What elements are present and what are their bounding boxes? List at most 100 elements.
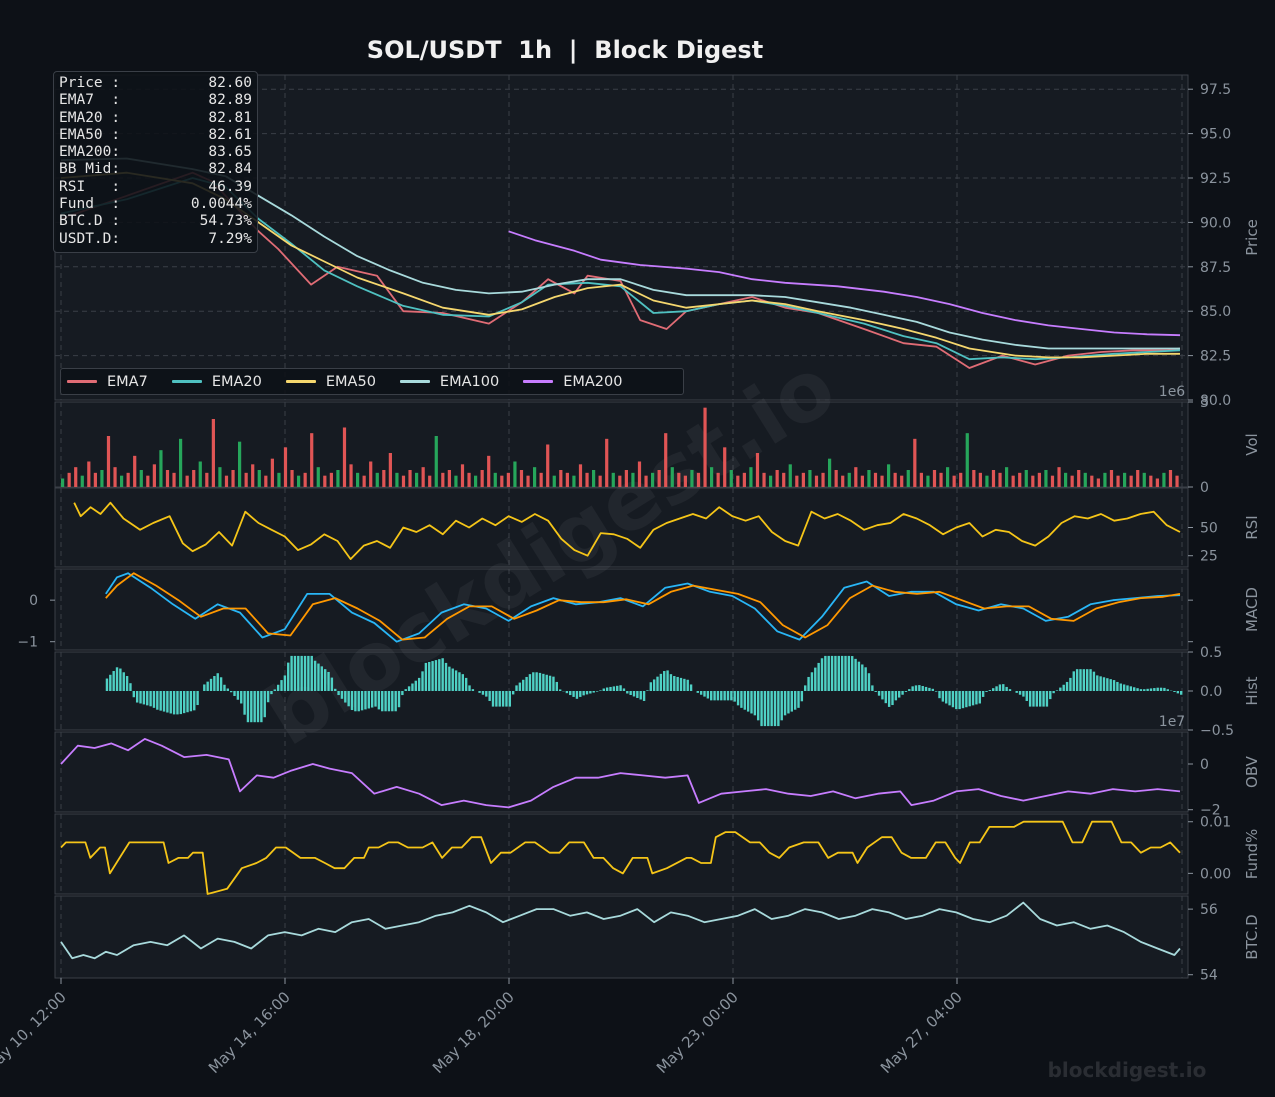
histogram-bar [129, 683, 132, 691]
histogram-bar [297, 655, 300, 691]
histogram-bar [646, 690, 649, 691]
histogram-bar [283, 675, 287, 691]
volume-bar [723, 447, 727, 487]
info-label: EMA50 : [59, 126, 121, 143]
histogram-bar [162, 691, 166, 712]
info-label: Price : [59, 75, 121, 91]
histogram-bar [992, 688, 995, 691]
histogram-bar [857, 661, 861, 691]
panel-background [54, 568, 1189, 651]
histogram-bar [908, 689, 911, 691]
histogram-bar [797, 691, 800, 708]
histogram-bar [464, 677, 468, 691]
volume-bar [500, 475, 504, 487]
histogram-bar [374, 691, 377, 707]
histogram-bar [337, 691, 340, 696]
histogram-bar [804, 685, 807, 691]
histogram-bar [636, 691, 639, 698]
histogram-bar [579, 691, 582, 697]
y-tick-label: −0.5 [1200, 723, 1234, 739]
histogram-bar [280, 680, 283, 691]
series-line-btcd [60, 901, 1181, 960]
histogram-bar [733, 691, 736, 702]
volume-bar [133, 455, 137, 487]
volume-bar [87, 461, 91, 487]
volume-bar [690, 470, 694, 487]
histogram-bar [1176, 691, 1180, 694]
histogram-bar [1062, 684, 1065, 691]
histogram-bar [1045, 691, 1049, 707]
histogram-bar [313, 660, 317, 691]
histogram-bar [159, 691, 162, 711]
volume-bar [238, 441, 242, 487]
histogram-bar [642, 691, 646, 701]
histogram-bar [814, 667, 817, 691]
histogram-bar [656, 676, 659, 691]
histogram-bar [981, 691, 985, 697]
volume-bar [1018, 472, 1022, 487]
histogram-bar [948, 691, 951, 706]
histogram-bar [659, 673, 663, 691]
histogram-bar [1075, 669, 1079, 691]
volume-bar [493, 472, 497, 487]
histogram-bar [746, 691, 750, 712]
volume-bar [624, 470, 628, 487]
y-tick-label: 0.0 [1200, 684, 1222, 700]
volume-bar [421, 467, 425, 487]
volume-bar [631, 472, 635, 487]
volume-bar [887, 464, 891, 487]
histogram-bar [575, 691, 579, 699]
histogram-bar [501, 691, 505, 707]
volume-bar [165, 470, 170, 487]
histogram-bar [918, 685, 921, 691]
volume-bar [146, 475, 150, 487]
info-value: 82.61 [208, 126, 252, 143]
histogram-bar [834, 655, 837, 691]
volume-bar [998, 472, 1002, 487]
histogram-bar [323, 669, 327, 691]
volume-bar [578, 464, 583, 487]
y-tick-label: 0.5 [1200, 645, 1222, 661]
y-tick-label: 92.5 [1200, 171, 1231, 187]
histogram-bar [871, 685, 874, 691]
histogram-bar [585, 691, 589, 695]
volume-bar [513, 461, 517, 487]
histogram-bar [263, 691, 266, 718]
histogram-bar [203, 684, 206, 691]
histogram-bar [542, 673, 545, 691]
histogram-bar [632, 691, 636, 697]
histogram-bar [360, 691, 364, 711]
volume-bar [546, 444, 550, 487]
volume-bar [900, 475, 904, 487]
histogram-bar [612, 686, 616, 691]
offset-label: 1e7 [1159, 714, 1185, 730]
histogram-bar [699, 691, 703, 695]
volume-bar [1123, 472, 1127, 487]
volume-bar [677, 472, 681, 487]
histogram-bar [491, 691, 495, 707]
histogram-bar [924, 686, 928, 691]
histogram-bar [854, 658, 857, 691]
volume-bar [972, 470, 976, 487]
volume-bar [1103, 472, 1107, 487]
histogram-bar [1008, 689, 1012, 691]
histogram-bar [350, 691, 354, 711]
histogram-bar [535, 672, 538, 691]
histogram-bar [169, 691, 172, 714]
histogram-bar [1139, 689, 1143, 691]
volume-bar [329, 472, 333, 487]
legend-item-ema200: EMA200 [523, 374, 622, 390]
histogram-bar [616, 685, 619, 691]
info-label: EMA200: [59, 144, 121, 161]
y-tick-label: 3 [1200, 395, 1209, 411]
histogram-bar [495, 691, 498, 707]
volume-bar [415, 472, 419, 487]
histogram-bar [468, 685, 471, 691]
volume-bar [454, 475, 458, 487]
histogram-bar [945, 691, 948, 704]
histogram-bar [525, 676, 528, 691]
histogram-bar [370, 691, 374, 708]
volume-bar [349, 464, 353, 487]
info-label: EMA20 : [59, 109, 121, 126]
